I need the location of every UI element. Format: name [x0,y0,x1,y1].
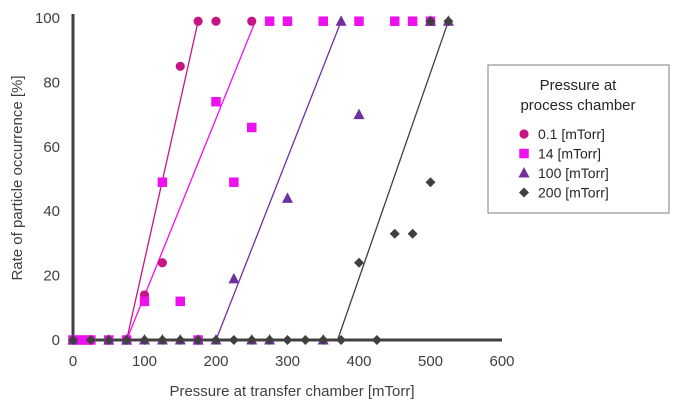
legend-label-series-2: 14 [mTorr] [538,146,601,162]
x-tick-label: 100 [132,353,157,370]
data-point-series-2 [139,296,150,307]
data-point-series-4 [389,228,400,239]
legend-label-series-1: 0.1 [mTorr] [538,126,605,142]
legend-marker-series-3 [518,167,530,178]
y-tick-label: 100 [35,10,60,27]
legend-marker-series-2 [519,148,529,159]
data-point-series-4 [103,335,114,345]
data-point-series-4 [371,335,382,345]
data-point-series-4 [425,177,436,188]
data-point-series-3 [353,108,365,120]
data-point-series-4 [139,335,150,345]
y-tick-label: 60 [43,139,60,156]
axes [71,14,502,342]
y-tick-label: 0 [52,332,60,349]
legend-label-series-4: 200 [mTorr] [538,185,609,201]
data-point-series-4 [157,335,168,345]
data-point-series-1 [175,61,185,71]
data-point-series-3 [228,272,240,284]
y-tick-label: 80 [43,74,60,91]
data-point-series-4 [282,335,293,345]
data-point-series-4 [68,335,78,345]
legend-box [487,64,670,214]
legend-marker-series-4 [519,187,529,198]
data-point-series-4 [193,335,204,345]
data-point-series-4 [246,335,257,345]
y-axis-title: Rate of particle occurrence [%] [9,75,26,280]
data-markers [67,15,454,345]
data-point-series-4 [318,335,329,345]
legend-label-series-3: 100 [mTorr] [538,165,609,181]
data-point-series-4 [175,335,186,345]
data-point-series-1 [247,16,257,26]
x-tick-label: 0 [69,353,77,370]
x-tick-label: 300 [275,353,300,370]
data-point-series-2 [247,122,257,133]
data-point-series-1 [211,16,221,26]
x-tick-label: 200 [203,353,228,370]
data-point-series-1 [193,16,203,26]
data-point-series-4 [228,335,239,345]
legend-marker-series-1 [519,129,529,139]
data-point-series-4 [425,16,436,27]
trendline-series-3 [215,20,342,341]
data-point-series-4 [211,335,221,345]
data-point-series-2 [229,177,239,187]
data-point-series-4 [264,335,275,345]
trendline-series-2 [126,20,256,341]
data-point-series-2 [75,335,85,345]
data-point-series-2 [407,16,418,26]
x-tick-label: 600 [489,353,514,370]
data-point-series-4 [85,335,96,345]
data-point-series-1 [157,258,167,268]
data-point-series-2 [175,296,185,307]
data-point-series-4 [336,335,347,345]
data-point-series-4 [300,335,311,345]
legend-title-line-1: Pressure at [540,77,618,94]
data-point-series-2 [390,16,400,26]
y-tick-label: 20 [43,268,60,285]
data-point-series-2 [211,96,221,107]
data-point-series-4 [407,228,418,239]
x-tick-label: 500 [418,353,443,370]
legend: Pressure at process chamber 0.1 [mTorr] 1… [487,64,670,214]
data-point-series-4 [121,335,132,345]
data-point-series-4 [443,16,454,27]
plot-area [125,20,449,341]
data-point-series-3 [335,15,347,26]
data-point-series-2 [264,16,275,26]
y-tick-label: 40 [43,203,60,220]
data-point-series-4 [354,257,364,268]
x-tick-label: 400 [346,353,371,370]
tick-labels: 0 100 200 300 400 500 600 0 20 40 60 80 100 [35,10,515,370]
legend-title-line-2: process chamber [520,97,635,114]
data-point-series-2 [318,16,328,26]
legend-entries: 0.1 [mTorr] 14 [mTorr] 100 [mTorr] 200 [mTo… [518,126,609,201]
data-point-series-2 [354,16,364,26]
x-axis-title: Pressure at transfer chamber [mTorr] [169,383,414,400]
data-point-series-2 [157,177,168,187]
trendline-series-4 [336,21,449,341]
data-point-series-3 [282,192,293,203]
data-point-series-2 [282,16,293,26]
